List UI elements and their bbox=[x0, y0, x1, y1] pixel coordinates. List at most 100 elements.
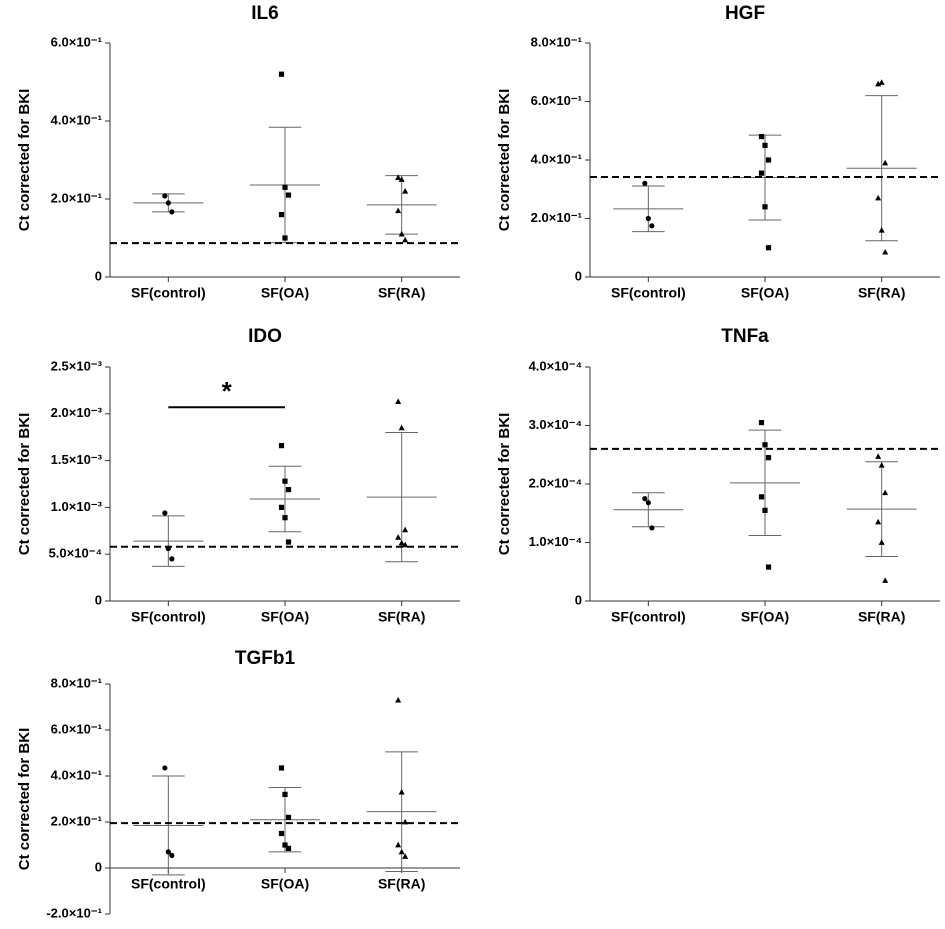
y-tick-label: 0 bbox=[575, 592, 582, 607]
data-point bbox=[402, 236, 409, 243]
data-point bbox=[402, 526, 409, 533]
y-tick-label: 4.0×10⁻⁴ bbox=[529, 358, 582, 373]
data-point bbox=[278, 212, 285, 218]
x-tick-label: SF(RA) bbox=[378, 285, 425, 301]
y-axis-label: Ct corrected for BKI bbox=[496, 413, 513, 556]
data-point bbox=[882, 159, 889, 166]
data-point bbox=[765, 245, 772, 251]
data-point bbox=[758, 170, 765, 176]
data-point bbox=[882, 248, 889, 255]
data-point bbox=[278, 765, 285, 771]
data-point bbox=[645, 215, 651, 222]
data-point bbox=[878, 539, 885, 545]
data-point bbox=[765, 157, 772, 163]
data-point bbox=[169, 209, 175, 215]
x-tick-label: SF(OA) bbox=[741, 285, 789, 301]
data-point bbox=[395, 207, 402, 214]
data-point bbox=[282, 842, 288, 848]
y-tick-label: 6.0×10⁻¹ bbox=[51, 34, 102, 49]
y-tick-label: 1.0×10⁻³ bbox=[51, 499, 103, 514]
y-axis-label: Ct corrected for BKI bbox=[16, 728, 33, 871]
chart-title: HGF bbox=[725, 3, 765, 24]
data-point bbox=[762, 142, 768, 148]
x-tick-label: SF(RA) bbox=[858, 609, 905, 625]
y-axis-label: Ct corrected for BKI bbox=[496, 89, 513, 232]
y-tick-label: 8.0×10⁻¹ bbox=[531, 34, 582, 49]
y-tick-label: 0 bbox=[95, 859, 102, 874]
data-point bbox=[878, 79, 885, 85]
y-tick-label: 6.0×10⁻¹ bbox=[531, 93, 582, 108]
y-tick-label: -2.0×10⁻¹ bbox=[46, 905, 102, 920]
data-point bbox=[278, 830, 285, 837]
y-tick-label: 2.0×10⁻⁴ bbox=[529, 475, 582, 490]
data-point bbox=[649, 525, 655, 531]
data-point bbox=[398, 424, 405, 431]
data-point bbox=[878, 227, 885, 233]
data-point bbox=[875, 518, 882, 525]
data-point bbox=[282, 791, 288, 797]
data-point bbox=[762, 204, 768, 210]
data-point bbox=[402, 541, 409, 548]
data-point bbox=[882, 577, 889, 583]
data-point bbox=[282, 184, 288, 190]
data-point bbox=[162, 765, 168, 771]
data-point bbox=[758, 419, 765, 426]
data-point bbox=[765, 564, 772, 570]
y-tick-label: 2.0×10⁻¹ bbox=[51, 190, 102, 205]
x-tick-label: SF(control) bbox=[131, 609, 206, 625]
x-tick-label: SF(RA) bbox=[378, 876, 425, 892]
y-tick-label: 4.0×10⁻¹ bbox=[51, 112, 102, 127]
data-point bbox=[402, 188, 409, 194]
data-point bbox=[762, 507, 768, 513]
chart-title: IL6 bbox=[251, 3, 278, 24]
y-tick-label: 6.0×10⁻¹ bbox=[51, 721, 102, 736]
data-point bbox=[285, 814, 292, 820]
significance-label: * bbox=[222, 376, 233, 406]
data-point bbox=[395, 398, 402, 405]
data-point bbox=[762, 442, 768, 448]
x-tick-label: SF(OA) bbox=[261, 609, 309, 625]
x-tick-label: SF(control) bbox=[611, 609, 686, 625]
x-tick-label: SF(OA) bbox=[741, 609, 789, 625]
data-point bbox=[398, 176, 405, 182]
data-point bbox=[285, 539, 292, 545]
data-point bbox=[875, 80, 882, 87]
x-tick-label: SF(OA) bbox=[261, 876, 309, 892]
data-point bbox=[875, 194, 882, 201]
y-tick-label: 1.0×10⁻⁴ bbox=[529, 534, 582, 549]
data-point bbox=[882, 489, 889, 496]
data-point bbox=[278, 71, 285, 77]
y-tick-label: 0 bbox=[95, 592, 102, 607]
x-tick-label: SF(control) bbox=[131, 285, 206, 301]
data-point bbox=[282, 515, 288, 521]
data-point bbox=[278, 504, 285, 510]
data-point bbox=[645, 500, 651, 506]
x-tick-label: SF(OA) bbox=[261, 285, 309, 301]
y-axis-label: Ct corrected for BKI bbox=[16, 413, 33, 556]
data-point bbox=[165, 849, 171, 855]
data-point bbox=[398, 230, 405, 237]
data-point bbox=[758, 494, 765, 500]
data-point bbox=[285, 845, 292, 852]
data-point bbox=[169, 556, 175, 562]
data-point bbox=[758, 134, 765, 140]
data-point bbox=[395, 696, 402, 703]
data-point bbox=[402, 853, 409, 859]
data-point bbox=[285, 487, 292, 493]
data-point bbox=[642, 496, 648, 502]
data-point bbox=[878, 462, 885, 468]
chart-title: IDO bbox=[248, 326, 282, 347]
data-point bbox=[875, 453, 882, 459]
data-point bbox=[282, 478, 288, 484]
x-tick-label: SF(RA) bbox=[858, 285, 905, 301]
y-axis-label: Ct corrected for BKI bbox=[16, 89, 33, 232]
data-point bbox=[649, 223, 655, 229]
y-tick-label: 0 bbox=[575, 268, 582, 283]
data-point bbox=[398, 788, 405, 795]
y-tick-label: 4.0×10⁻¹ bbox=[51, 767, 102, 782]
data-point bbox=[395, 174, 402, 180]
y-tick-label: 2.0×10⁻¹ bbox=[51, 813, 102, 828]
y-tick-label: 4.0×10⁻¹ bbox=[531, 151, 582, 166]
y-tick-label: 5.0×10⁻⁴ bbox=[49, 546, 102, 561]
